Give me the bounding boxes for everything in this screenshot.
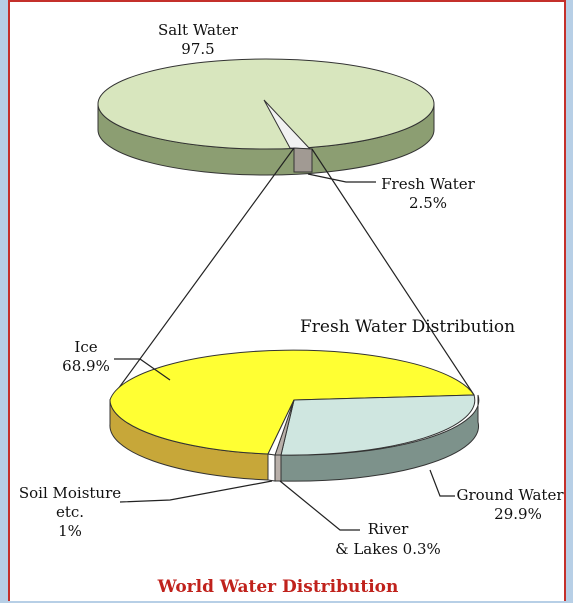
ice-slice	[109, 349, 475, 455]
soil-moisture-label-line1: Soil Moisture	[19, 484, 121, 502]
chart-title: World Water Distribution	[157, 577, 399, 597]
ground-water-side	[280, 394, 480, 482]
salt-fresh-pie	[97, 58, 435, 176]
connector-right	[311, 148, 475, 396]
salt-water-value: 97.5	[181, 40, 214, 58]
river-lakes-label-line1: River	[368, 520, 409, 538]
fresh-distribution-pie	[109, 349, 480, 482]
figure-frame: Salt Water 97.5 Fresh Water 2.5% Fresh W…	[8, 0, 566, 601]
ground-water-value: 29.9%	[494, 505, 542, 523]
river-leader	[279, 480, 360, 531]
soil-moisture-side	[267, 453, 276, 482]
connector-left	[109, 147, 295, 401]
soil-moisture-label-line2: etc.	[56, 503, 84, 521]
ground-leader	[429, 469, 455, 497]
soil-leader	[119, 480, 273, 503]
fresh-water-label: Fresh Water	[381, 175, 476, 193]
soil-moisture-slice	[267, 399, 295, 456]
ground-water-label: Ground Water	[456, 486, 564, 504]
river-lakes-label-line2: & Lakes 0.3%	[335, 540, 441, 558]
fresh-distribution-subtitle: Fresh Water Distribution	[300, 317, 515, 337]
fresh-water-value: 2.5%	[409, 194, 447, 212]
ice-leader	[114, 358, 171, 381]
ground-water-slice	[280, 394, 476, 456]
soil-moisture-value: 1%	[58, 522, 82, 540]
ice-value: 68.9%	[62, 357, 110, 375]
ice-label: Ice	[74, 338, 97, 356]
river-lakes-side	[274, 454, 282, 482]
salt-water-label: Salt Water	[158, 21, 239, 39]
fresh-water-side	[293, 147, 313, 173]
fresh-water-leader	[307, 173, 376, 183]
water-distribution-chart: Salt Water 97.5 Fresh Water 2.5% Fresh W…	[19, 21, 564, 597]
